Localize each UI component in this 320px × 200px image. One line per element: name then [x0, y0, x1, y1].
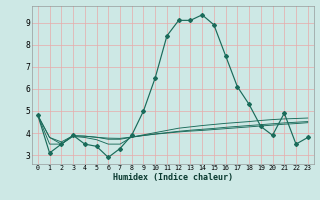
X-axis label: Humidex (Indice chaleur): Humidex (Indice chaleur): [113, 173, 233, 182]
